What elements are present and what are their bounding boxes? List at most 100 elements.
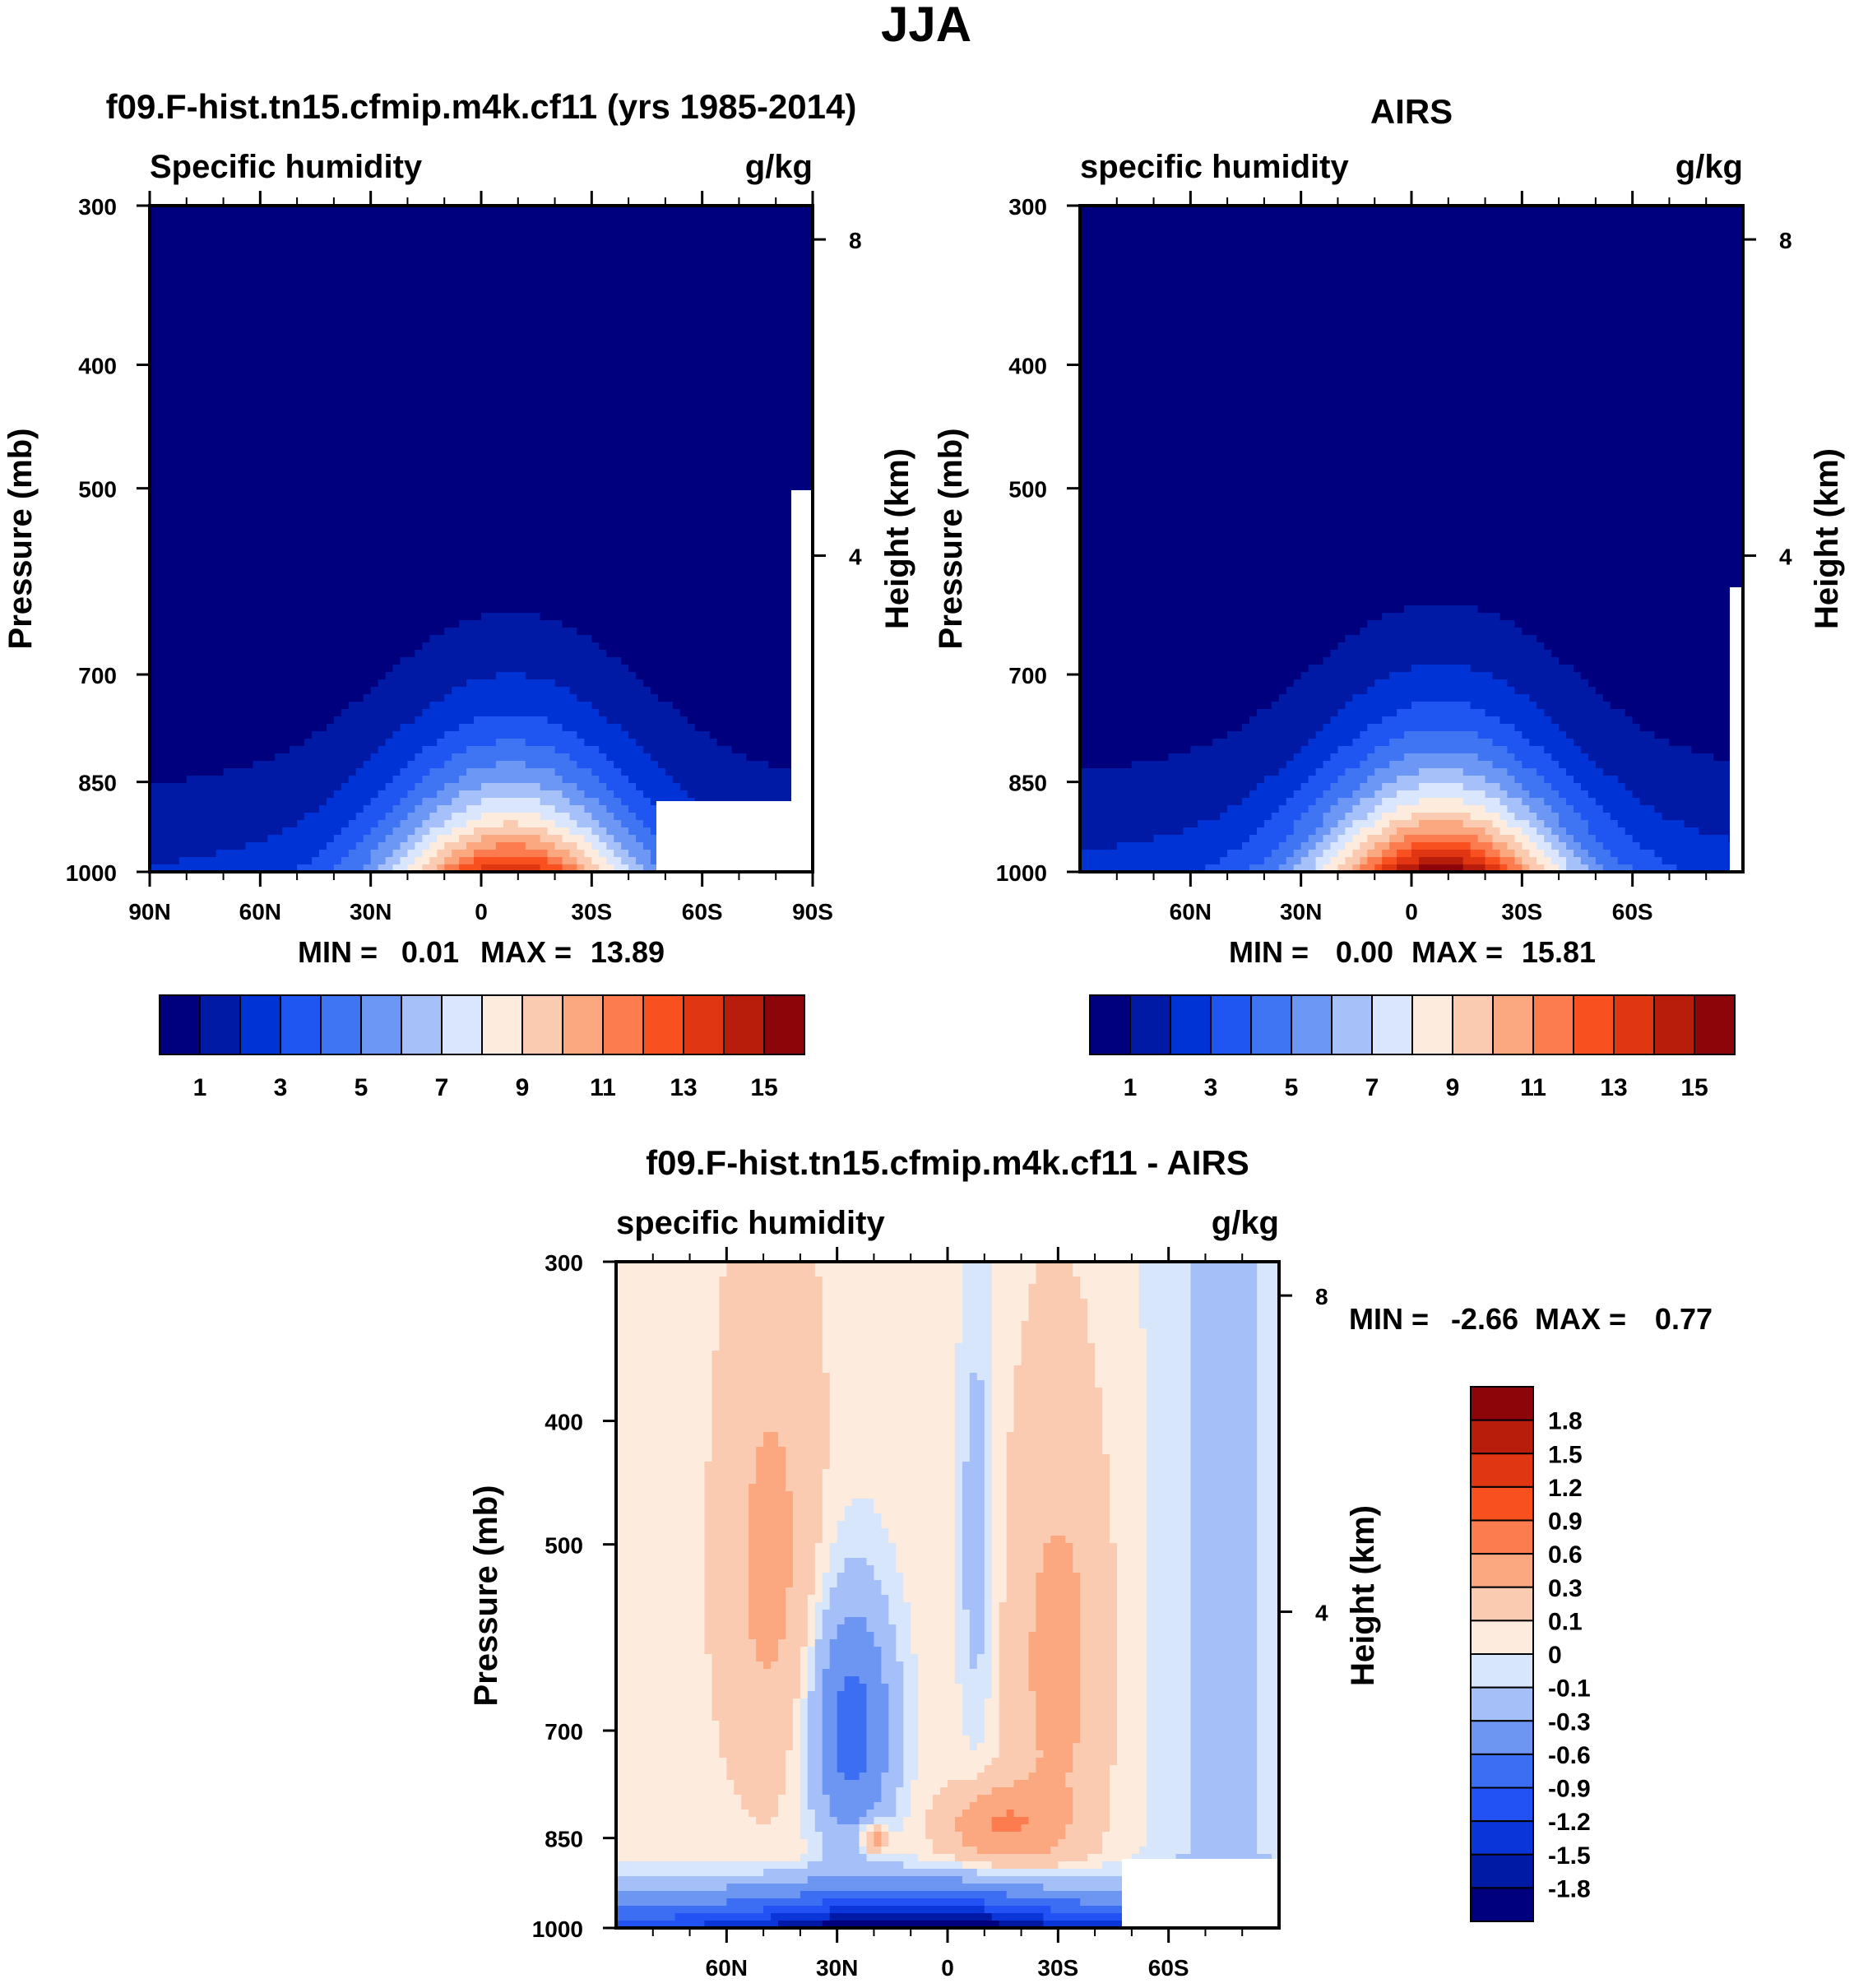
field-cell: [954, 1506, 963, 1514]
field-cell: [1021, 1343, 1096, 1351]
field-cell: [1566, 827, 1589, 836]
field-cell: [822, 1750, 838, 1759]
field-cell: [1080, 746, 1191, 754]
field-cell: [1374, 805, 1397, 813]
field-cell: [1080, 650, 1332, 658]
field-cell: [616, 1847, 809, 1855]
field-cell: [1080, 524, 1743, 532]
field-cell: [1116, 1550, 1147, 1559]
panel-model-colorbar-label: 13: [670, 1074, 697, 1101]
field-cell: [800, 1721, 809, 1729]
panel-model-left-string: Specific humidity: [150, 149, 423, 185]
field-cell: [1146, 1780, 1192, 1788]
field-cell: [614, 790, 644, 799]
field-cell: [800, 1698, 809, 1707]
field-cell: [1257, 1595, 1279, 1603]
field-cell: [976, 1847, 1051, 1855]
field-cell: [1522, 842, 1537, 850]
field-cell: [807, 1706, 823, 1714]
field-cell: [1330, 857, 1346, 865]
field-cell: [962, 1876, 1192, 1884]
field-cell: [1102, 1832, 1147, 1840]
field-cell: [829, 1380, 956, 1388]
field-cell: [150, 620, 460, 628]
panel-obs-ytick-label: 1000: [996, 860, 1047, 886]
field-cell: [1190, 1654, 1258, 1662]
field-cell: [962, 1314, 993, 1322]
field-cell: [636, 783, 681, 791]
field-cell: [1110, 1765, 1147, 1773]
field-cell: [991, 1454, 1008, 1462]
field-cell: [150, 324, 813, 332]
field-cell: [792, 1713, 801, 1722]
field-cell: [1323, 724, 1368, 732]
field-cell: [807, 1676, 816, 1684]
field-cell: [1080, 716, 1250, 725]
field-cell: [1080, 665, 1309, 673]
field-cell: [378, 864, 394, 872]
field-cell: [866, 1706, 889, 1714]
field-cell: [859, 1817, 875, 1825]
field-cell: [911, 1624, 956, 1633]
field-cell: [1632, 835, 1729, 843]
field-cell: [1146, 1513, 1192, 1522]
field-cell: [807, 1750, 823, 1759]
field-cell: [1257, 1506, 1279, 1514]
field-cell: [1080, 1610, 1118, 1618]
field-cell: [1073, 1765, 1110, 1773]
field-cell: [400, 798, 423, 806]
field-cell: [616, 1284, 720, 1292]
field-cell: [984, 1447, 993, 1455]
field-cell: [1315, 857, 1332, 865]
field-cell: [1190, 1617, 1258, 1625]
field-cell: [150, 250, 813, 258]
field-cell: [1308, 805, 1332, 813]
field-cell: [903, 1765, 919, 1773]
field-cell: [1080, 354, 1743, 362]
field-cell: [599, 835, 614, 843]
field-cell: [749, 1602, 786, 1610]
field-cell: [1036, 1587, 1081, 1596]
field-cell: [829, 1550, 897, 1559]
field-cell: [837, 1536, 889, 1544]
field-cell: [1080, 1661, 1118, 1670]
panel-diff-colorbar-swatch: [1470, 1786, 1534, 1823]
field-cell: [704, 1521, 749, 1529]
field-cell: [616, 1758, 727, 1766]
field-cell: [1352, 835, 1368, 843]
field-cell: [814, 1624, 823, 1633]
panel-model-ytick-label: 850: [78, 771, 117, 796]
field-cell: [577, 731, 629, 739]
panel-model-colorbar-swatch: [521, 994, 563, 1055]
field-cell: [814, 1565, 831, 1573]
field-cell: [711, 1410, 831, 1418]
field-cell: [1146, 1676, 1192, 1684]
field-cell: [954, 1365, 993, 1374]
field-cell: [1146, 1795, 1192, 1803]
field-cell: [1551, 783, 1582, 791]
field-cell: [984, 1462, 993, 1470]
field-cell: [866, 1617, 889, 1625]
panel-model-xtick-label: 0: [475, 899, 488, 924]
field-cell: [1073, 1262, 1140, 1270]
field-cell: [837, 1521, 882, 1529]
field-cell: [1146, 1454, 1192, 1462]
field-cell: [969, 1425, 985, 1433]
field-cell: [991, 1351, 1022, 1359]
field-cell: [991, 1654, 1000, 1662]
field-cell: [800, 1780, 809, 1788]
field-cell: [1499, 798, 1523, 806]
field-cell: [814, 1639, 831, 1647]
field-cell: [1190, 1269, 1258, 1277]
field-cell: [807, 1787, 823, 1796]
field-cell: [844, 1565, 875, 1573]
field-cell: [954, 1417, 971, 1425]
field-cell: [1080, 398, 1743, 406]
field-cell: [866, 1839, 875, 1847]
field-cell: [984, 1573, 993, 1581]
field-cell: [1257, 1439, 1279, 1448]
field-cell: [1330, 783, 1360, 791]
field-cell: [984, 1595, 993, 1603]
field-cell: [800, 1787, 809, 1796]
field-cell: [1337, 709, 1397, 717]
